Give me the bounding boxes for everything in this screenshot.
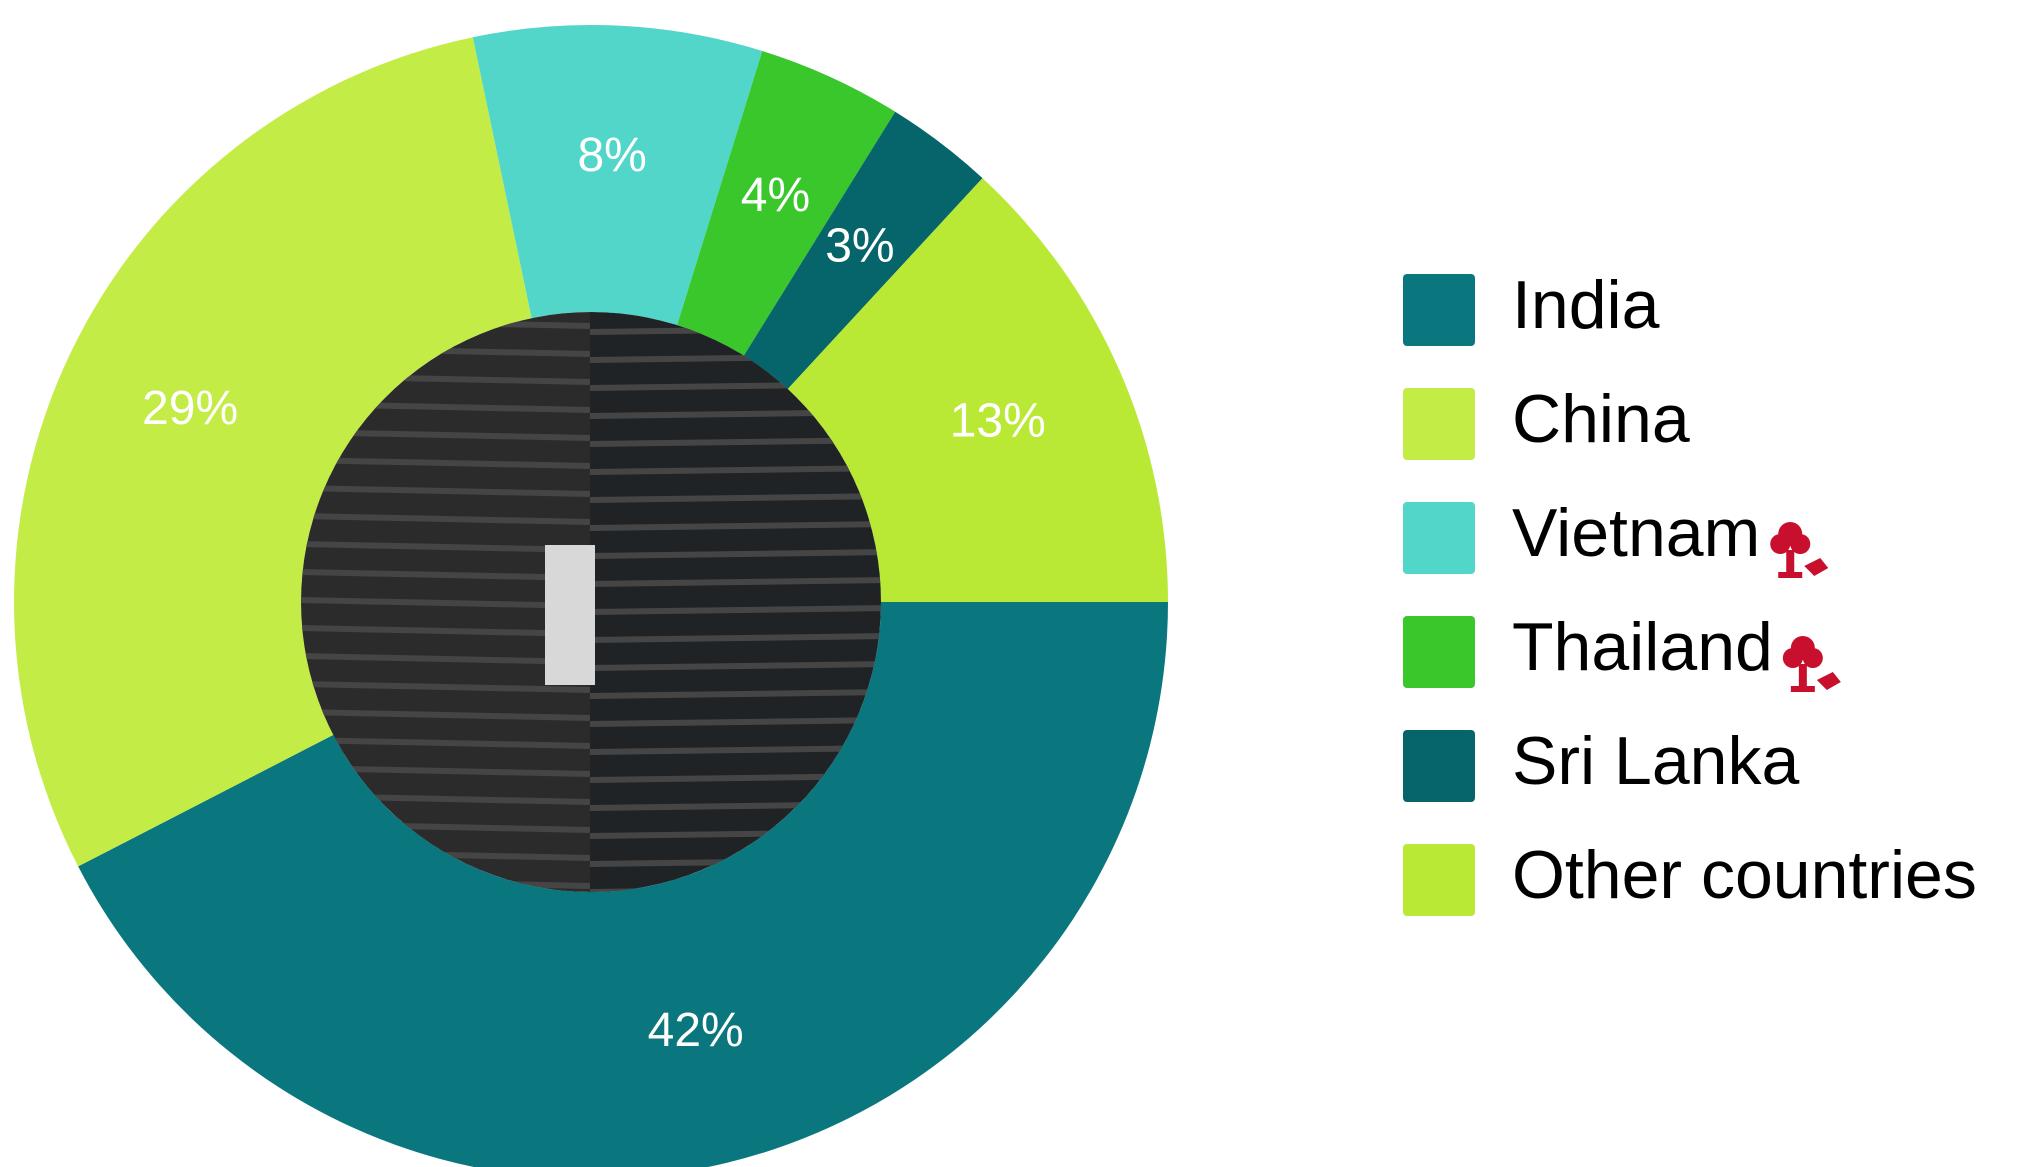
- chart: 42% 29% 8% 4% 3% 13% India China Vietnam Thailan…: [0, 0, 2022, 1167]
- data-label: 42%: [648, 1004, 744, 1057]
- tire-groove: [590, 692, 890, 696]
- legend: India China Vietnam Thailand Sri Lanka Other …: [1403, 267, 1977, 916]
- legend-label: Other countries: [1512, 837, 1977, 913]
- tire-groove: [590, 720, 890, 724]
- legend-label: Sri Lanka: [1512, 723, 1799, 799]
- tire-groove: [590, 496, 890, 500]
- legend-swatch: [1403, 730, 1475, 802]
- data-label: 8%: [577, 129, 646, 182]
- legend-swatch: [1403, 616, 1475, 688]
- tire-groove: [590, 524, 890, 528]
- data-label: 4%: [741, 169, 810, 222]
- tire-groove: [590, 608, 890, 612]
- tire-groove: [590, 664, 890, 668]
- legend-swatch: [1403, 844, 1475, 916]
- legend-swatch: [1403, 274, 1475, 346]
- legend-label: India: [1512, 267, 1660, 343]
- tire-groove: [590, 468, 890, 472]
- legend-label: Thailand: [1512, 609, 1773, 685]
- legend-swatch: [1403, 388, 1475, 460]
- legend-icon: [1783, 636, 1841, 692]
- legend-icon: [1770, 522, 1828, 578]
- tire-groove: [590, 552, 890, 556]
- data-label: 29%: [142, 382, 238, 435]
- legend-label: China: [1512, 381, 1690, 457]
- tire-groove: [590, 636, 890, 640]
- legend-label: Vietnam: [1512, 495, 1760, 571]
- tire-groove: [590, 580, 890, 584]
- data-label: 3%: [825, 219, 894, 272]
- legend-swatch: [1403, 502, 1475, 574]
- data-label: 13%: [950, 395, 1046, 448]
